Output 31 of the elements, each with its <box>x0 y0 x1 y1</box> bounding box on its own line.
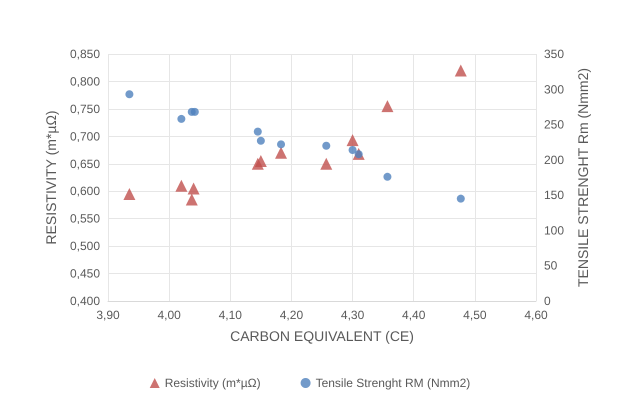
x-tick-label: 3,90 <box>96 308 120 322</box>
y2-tick-label: 350 <box>544 47 564 61</box>
y2-tick-label: 0 <box>544 294 551 308</box>
y-tick-label: 0,850 <box>70 47 100 61</box>
x-tick-label: 4,30 <box>340 308 365 322</box>
x-tick-label: 4,10 <box>218 308 242 322</box>
y-tick-label: 0,450 <box>70 266 100 281</box>
y-tick-label: 0,600 <box>70 184 100 198</box>
y-tick-label: 0,750 <box>70 102 100 116</box>
legend-label: Resistivity (m*µΩ) <box>164 376 261 390</box>
y2-axis-title: TENSILE STRENGHT Rm (Nmm2) <box>575 68 591 288</box>
y2-tick-label: 300 <box>544 82 564 96</box>
y2-tick-label: 200 <box>544 152 564 167</box>
x-tick-label: 4,40 <box>402 308 426 322</box>
y-tick-label: 0,650 <box>70 156 100 171</box>
x-tick-label: 4,50 <box>463 308 487 322</box>
y2-tick-label: 250 <box>544 118 564 132</box>
y-axis-title: RESISTIVITY (m*µΩ) <box>43 110 59 245</box>
y-tick-label: 0,500 <box>70 239 100 254</box>
x-tick-label: 4,00 <box>157 308 182 322</box>
legend-label: Tensile Strenght RM (Nmm2) <box>316 376 470 390</box>
y-tick-label: 0,700 <box>70 129 100 144</box>
x-tick-label: 4,60 <box>524 308 548 322</box>
y2-tick-label: 50 <box>544 258 558 273</box>
x-axis-title: CARBON EQUIVALENT (CE) <box>230 328 414 344</box>
y-tick-label: 0,800 <box>70 74 100 88</box>
x-tick-label: 4,20 <box>280 308 304 322</box>
y2-tick-label: 100 <box>544 223 564 238</box>
y-tick-label: 0,550 <box>70 212 100 226</box>
y-tick-label: 0,400 <box>70 294 100 308</box>
y2-tick-label: 150 <box>544 188 564 202</box>
